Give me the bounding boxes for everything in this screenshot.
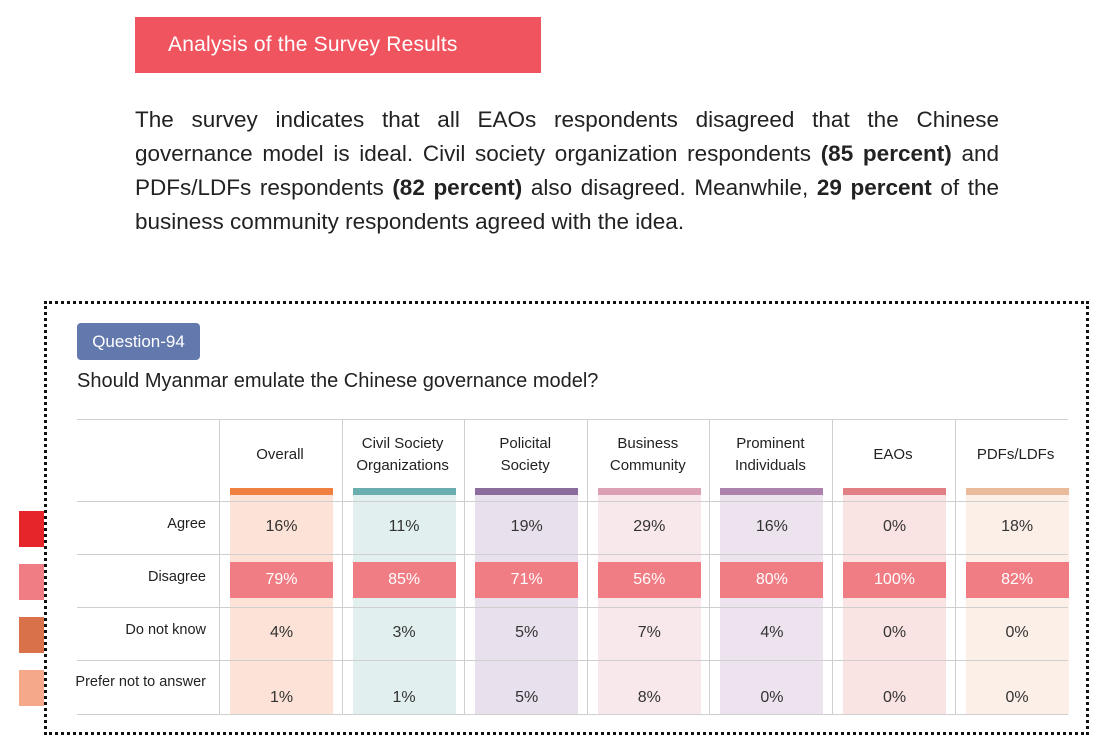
data-cell: 80% xyxy=(720,562,824,598)
column-accent-bar xyxy=(230,488,333,495)
row-label: Disagree xyxy=(147,569,206,585)
grid-line xyxy=(586,419,588,715)
grid-line xyxy=(219,419,220,715)
column-header: Prominent Individuals xyxy=(734,435,806,474)
data-cell: 18% xyxy=(1001,518,1034,535)
column-accent-bar xyxy=(965,488,1069,495)
grid-line xyxy=(832,419,833,715)
legend-swatch xyxy=(19,670,44,706)
data-cell: 29% xyxy=(633,518,666,535)
paragraph-text: of the business community respondents ag… xyxy=(135,175,999,234)
data-cell: 19% xyxy=(510,518,543,535)
paragraph-text: The survey indicates that all EAOs respo… xyxy=(135,107,999,166)
grid-line xyxy=(464,419,466,715)
column-accent-bar xyxy=(843,488,946,495)
column-header: Policital Society xyxy=(499,435,552,474)
data-cell: 82% xyxy=(965,562,1069,598)
data-cell: 3% xyxy=(392,624,416,641)
column-accent-bar xyxy=(475,488,579,495)
grid-line xyxy=(77,554,1068,555)
data-cell: 8% xyxy=(637,689,661,706)
grid-line xyxy=(709,419,711,715)
column-header: Civil Society Organizations xyxy=(356,435,449,474)
column-header: EAOs xyxy=(873,446,913,463)
data-cell: 11% xyxy=(388,518,420,535)
legend-swatch xyxy=(19,617,44,653)
column-background xyxy=(475,490,579,715)
question-panel xyxy=(44,301,1089,735)
data-cell: 79% xyxy=(230,562,333,598)
data-cell: 5% xyxy=(515,689,539,706)
legend-swatch xyxy=(19,511,44,547)
paragraph-bold: (82 percent) xyxy=(392,175,523,200)
data-cell: 16% xyxy=(755,518,788,535)
data-cell: 100% xyxy=(843,562,946,598)
paragraph-bold: 29 percent xyxy=(816,175,932,200)
data-cell: 4% xyxy=(269,624,294,641)
column-background xyxy=(230,490,333,715)
paragraph-text: and PDFs/LDFs respondents xyxy=(135,141,999,200)
data-cell: 0% xyxy=(882,689,907,706)
data-cell: 0% xyxy=(1005,689,1029,706)
grid-line xyxy=(341,419,343,715)
question-badge: Question-94 xyxy=(77,323,200,360)
column-header: PDFs/LDFs xyxy=(976,446,1055,463)
column-background xyxy=(597,490,701,715)
data-cell: 0% xyxy=(760,689,784,706)
data-cell: 71% xyxy=(475,562,579,598)
data-cell: 4% xyxy=(760,624,784,641)
row-label: Do not know xyxy=(125,622,206,638)
column-accent-bar xyxy=(597,488,701,495)
data-cell: 85% xyxy=(352,562,456,598)
grid-line xyxy=(77,660,1068,661)
column-background xyxy=(965,490,1069,715)
grid-line xyxy=(77,501,1068,502)
data-cell: 5% xyxy=(515,624,539,641)
row-label: Prefer not to answer xyxy=(75,674,206,690)
paragraph-text: also disagreed. Meanwhile, xyxy=(522,175,817,200)
grid-line xyxy=(77,607,1068,608)
paragraph-bold: (85 percent) xyxy=(820,141,952,166)
grid-line xyxy=(77,714,1068,715)
question-text: Should Myanmar emulate the Chinese gover… xyxy=(77,370,599,392)
section-banner: Analysis of the Survey Results xyxy=(135,17,541,73)
column-header: Business Community xyxy=(609,435,686,474)
column-header: Overall xyxy=(256,446,304,463)
data-cell: 0% xyxy=(882,518,907,535)
data-cell: 7% xyxy=(637,624,661,641)
data-cell: 16% xyxy=(265,518,298,535)
data-cell: 1% xyxy=(269,689,294,706)
grid-line xyxy=(77,419,1068,420)
data-cell: 0% xyxy=(1005,624,1029,641)
row-label: Agree xyxy=(167,516,206,532)
column-background xyxy=(843,490,946,715)
column-accent-bar xyxy=(352,488,456,495)
column-accent-bar xyxy=(720,488,824,495)
data-cell: 56% xyxy=(597,562,701,598)
column-background xyxy=(352,490,456,715)
legend-swatch xyxy=(19,564,44,600)
summary-paragraph: The survey indicates that all EAOs respo… xyxy=(135,103,999,239)
column-background xyxy=(720,490,824,715)
grid-line xyxy=(954,419,956,715)
banner-title: Analysis of the Survey Results xyxy=(168,33,458,56)
data-cell: 0% xyxy=(882,624,907,641)
data-cell: 1% xyxy=(392,689,416,706)
question-badge-label: Question-94 xyxy=(92,331,185,351)
